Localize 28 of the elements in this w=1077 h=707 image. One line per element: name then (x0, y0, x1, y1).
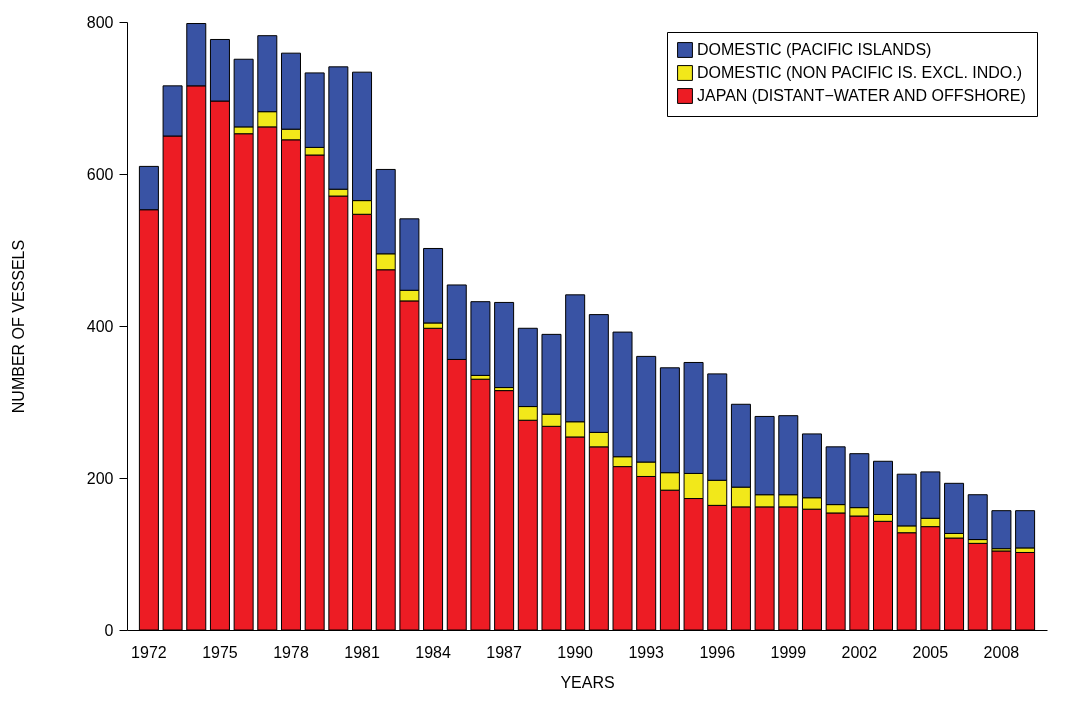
x-tick-label: 1990 (557, 643, 594, 661)
legend-label: DOMESTIC (PACIFIC ISLANDS) (697, 41, 932, 58)
y-tick-label: 200 (86, 469, 114, 487)
x-tick-label: 2002 (841, 643, 878, 661)
bar (991, 510, 1012, 550)
y-tick-label: 400 (86, 317, 114, 335)
x-tick-label: 1987 (486, 643, 523, 661)
bar (470, 301, 491, 376)
x-tick-label: 2005 (912, 643, 949, 661)
x-tick-label: 1996 (699, 643, 736, 661)
x-tick-label: 1975 (202, 643, 238, 661)
x-tick-label: 1993 (628, 643, 665, 661)
y-tick-label: 0 (104, 621, 114, 639)
x-axis-title: YEARS (560, 673, 615, 691)
bar (494, 301, 515, 389)
x-tick-label: 2008 (983, 643, 1020, 661)
x-tick-label: 1981 (344, 643, 380, 661)
x-tick-label: 1984 (415, 643, 451, 661)
y-tick-label: 600 (86, 165, 114, 183)
x-tick-label: 1999 (770, 643, 807, 661)
bar (967, 494, 988, 541)
y-tick-label: 800 (86, 13, 114, 31)
x-tick-label: 1972 (131, 643, 167, 661)
legend-label: DOMESTIC (NON PACIFIC IS. EXCL. INDO.) (697, 64, 1023, 81)
x-tick-label: 1978 (273, 643, 309, 661)
legend-label: JAPAN (DISTANT−WATER AND OFFSHORE) (697, 87, 1026, 104)
y-axis-title: NUMBER OF VESSELS (9, 239, 27, 414)
bar (1015, 510, 1036, 549)
